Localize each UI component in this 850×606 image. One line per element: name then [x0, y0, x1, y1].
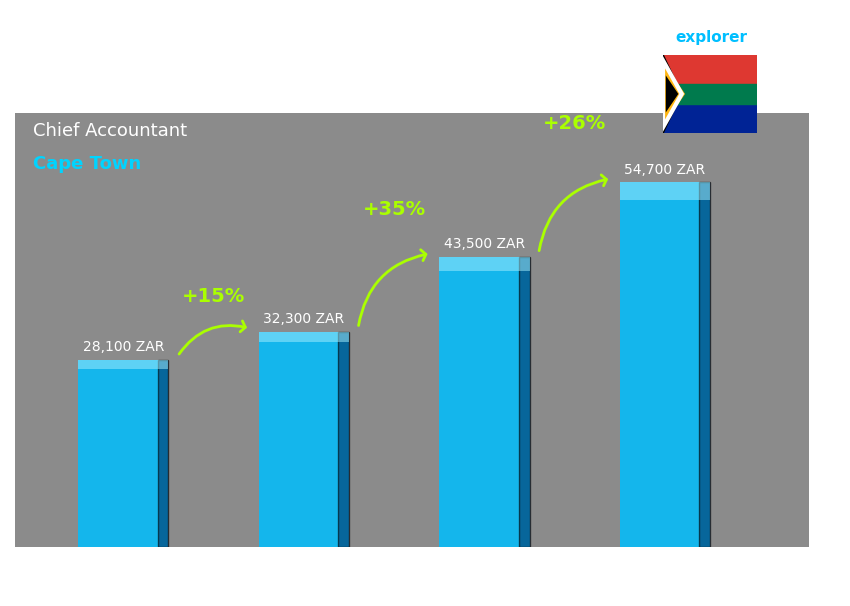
- Text: 32,300 ZAR: 32,300 ZAR: [264, 312, 344, 326]
- Bar: [620, 182, 711, 547]
- Text: +26%: +26%: [543, 114, 606, 133]
- Text: Chief Accountant: Chief Accountant: [33, 122, 187, 140]
- Bar: [258, 331, 349, 342]
- FancyBboxPatch shape: [518, 257, 530, 547]
- Text: salary: salary: [612, 30, 665, 45]
- Text: 43,500 ZAR: 43,500 ZAR: [444, 238, 525, 251]
- FancyBboxPatch shape: [338, 331, 349, 547]
- Bar: [620, 182, 711, 200]
- Text: Salary Comparison By Education: Salary Comparison By Education: [33, 65, 541, 93]
- Text: 54,700 ZAR: 54,700 ZAR: [625, 162, 706, 176]
- Text: .com: .com: [751, 30, 791, 45]
- Bar: [663, 94, 756, 133]
- Text: Cape Town: Cape Town: [33, 155, 141, 173]
- Text: 28,100 ZAR: 28,100 ZAR: [82, 341, 164, 355]
- Polygon shape: [663, 55, 682, 133]
- Text: explorer: explorer: [676, 30, 748, 45]
- FancyBboxPatch shape: [700, 182, 711, 547]
- Bar: [258, 331, 349, 547]
- Bar: [78, 360, 168, 547]
- Bar: [78, 360, 168, 369]
- Bar: [663, 84, 756, 104]
- Text: +15%: +15%: [182, 287, 246, 305]
- Text: Average Monthly Salary: Average Monthly Salary: [819, 267, 830, 400]
- Bar: [439, 257, 530, 271]
- FancyBboxPatch shape: [157, 360, 168, 547]
- Bar: [439, 257, 530, 547]
- Bar: [663, 55, 756, 94]
- Text: +35%: +35%: [363, 201, 426, 219]
